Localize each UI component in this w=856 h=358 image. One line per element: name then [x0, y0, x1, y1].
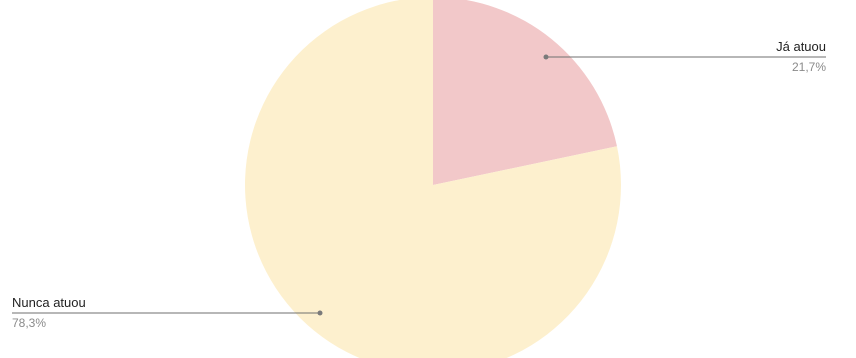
- pie-slice-nunca-atuou: [245, 0, 621, 358]
- percent-label-ja-atuou: 21,7%: [792, 60, 826, 74]
- leader-dot-nunca-atuou: [317, 310, 323, 316]
- category-label-ja-atuou: Já atuou: [776, 39, 826, 54]
- pie-slice-ja-atuou: [433, 0, 617, 185]
- pie-slices: [245, 0, 621, 358]
- percent-label-nunca-atuou: 78,3%: [12, 316, 46, 330]
- category-label-nunca-atuou: Nunca atuou: [12, 295, 86, 310]
- slice-label-ja-atuou: Já atuou 21,7%: [543, 39, 826, 74]
- leader-dot-ja-atuou: [543, 54, 549, 60]
- slice-label-nunca-atuou: Nunca atuou 78,3%: [12, 295, 323, 330]
